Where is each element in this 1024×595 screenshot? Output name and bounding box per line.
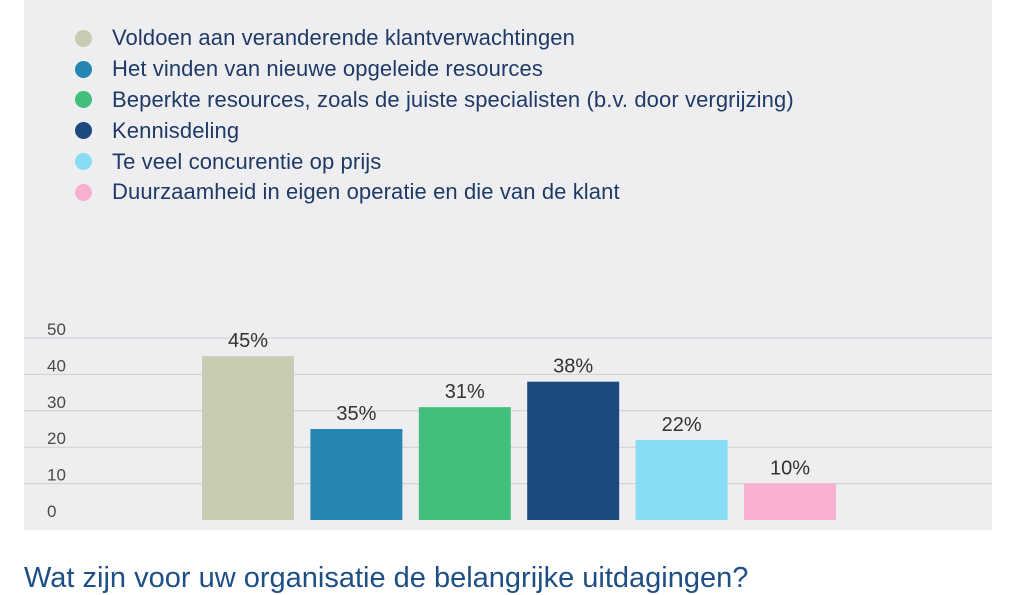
- data-label: 10%: [770, 458, 810, 480]
- legend-label: Het vinden van nieuwe opgeleide resource…: [112, 56, 543, 82]
- data-label: 22%: [662, 414, 702, 436]
- y-tick-label: 30: [47, 393, 66, 412]
- legend-label: Beperkte resources, zoals de juiste spec…: [112, 86, 794, 112]
- legend-swatch: [75, 183, 92, 201]
- y-tick-label: 40: [47, 356, 66, 375]
- data-label: 31%: [445, 381, 485, 403]
- bar: [202, 356, 294, 520]
- legend-label: Kennisdeling: [112, 117, 240, 143]
- legend-item: Duurzaamheid in eigen operatie en die va…: [75, 177, 794, 208]
- legend-item: Beperkte resources, zoals de juiste spec…: [75, 85, 794, 116]
- legend-item: Te veel concurentie op prijs: [75, 146, 794, 177]
- legend-swatch: [75, 60, 92, 78]
- legend-label: Voldoen aan veranderende klantverwachtin…: [112, 25, 575, 51]
- legend-label: Duurzaamheid in eigen operatie en die va…: [112, 179, 620, 205]
- y-tick-label: 20: [47, 429, 66, 448]
- bar: [635, 439, 728, 520]
- data-label: 38%: [553, 356, 593, 378]
- legend-swatch: [75, 122, 92, 140]
- legend-item: Kennisdeling: [75, 115, 794, 146]
- legend-swatch: [75, 91, 92, 109]
- bar-chart: 0 10 20 30 40 50 45% 35% 31% 38% 22% 10%: [24, 320, 992, 521]
- legend-item: Het vinden van nieuwe opgeleide resource…: [75, 54, 794, 85]
- data-label: 35%: [336, 403, 376, 425]
- y-tick-label: 50: [47, 320, 66, 339]
- y-tick-label: 10: [47, 466, 66, 485]
- bar: [418, 407, 511, 520]
- bar: [527, 381, 620, 520]
- bar: [310, 429, 403, 520]
- chart-legend: Voldoen aan veranderende klantverwachtin…: [75, 23, 794, 208]
- bar: [744, 483, 836, 520]
- legend-swatch: [75, 29, 92, 47]
- data-label: 45%: [228, 330, 268, 352]
- y-tick-label: 0: [47, 502, 56, 521]
- legend-swatch: [75, 153, 92, 171]
- legend-item: Voldoen aan veranderende klantverwachtin…: [75, 23, 794, 54]
- question-heading: Wat zijn voor uw organisatie de belangri…: [24, 562, 749, 594]
- legend-label: Te veel concurentie op prijs: [112, 148, 382, 174]
